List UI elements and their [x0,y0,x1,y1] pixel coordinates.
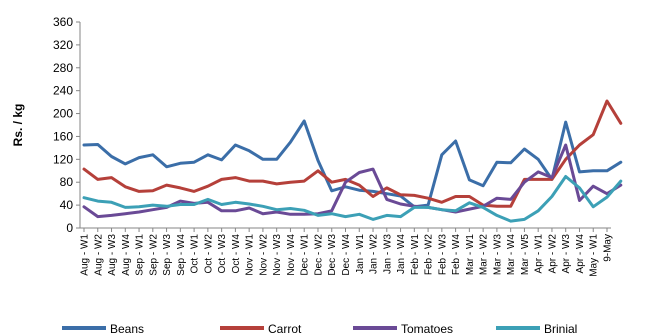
x-tick-label: Nov - W2 [258,234,269,276]
x-tick-label: Dec - W1 [300,234,311,276]
x-tick-label: May - W1 [589,234,600,277]
y-axis: 0 40 80 120 160 200 240 280 320 360 [53,15,81,235]
x-tick-label: Sep - W3 [162,234,173,276]
x-tick-label: Mar - W3 [492,234,503,276]
y-tick-label: 80 [60,175,74,189]
series-line-beans [82,119,623,209]
x-axis: Aug - W1 Aug - W2 Aug - W3 Aug - W4 Sep - W1… [80,227,614,277]
x-tick-label: Dec - W3 [327,234,338,276]
x-tick-label: Apr - W3 [561,234,572,274]
x-tick-label: Mar - W4 [506,234,517,276]
x-tick-label: Aug - W3 [107,234,118,276]
x-tick-label: Dec - W2 [313,234,324,276]
x-tick-label: Aug - W1 [80,234,91,276]
x-tick-label: Apr - W1 [534,234,545,274]
y-tick-label: 360 [53,15,73,29]
series-layer [82,99,623,223]
x-tick-label: Nov - W3 [272,234,283,276]
series-line-brinjal [82,175,623,223]
x-tick-label: Sep - W2 [148,234,159,276]
x-tick-label: Oct - W1 [190,234,201,274]
x-tick-label: Aug - W2 [93,234,104,276]
x-tick-label: Feb - W4 [451,234,462,276]
x-tick-label: Mar - W1 [465,234,476,276]
y-tick-label: 240 [53,84,73,98]
x-tick-label: Feb - W2 [424,234,435,276]
legend-label-tomatoes: Tomatoes [401,322,453,333]
y-tick-label: 160 [53,129,73,143]
y-tick-label: 0 [66,221,73,235]
x-tick-label: Sep - W1 [135,234,146,276]
x-tick-label: Jan - W4 [396,234,407,274]
x-tick-label: Oct - W3 [217,234,228,274]
x-tick-label: Nov - W4 [286,234,297,276]
y-axis-label: Rs. / kg [11,104,25,147]
x-tick-label: Sep - W4 [176,234,187,276]
y-tick-label: 40 [60,198,74,212]
x-tick-label: Jan - W3 [382,234,393,274]
x-tick-label: 9-May [603,234,614,262]
x-tick-label: Apr - W4 [575,234,586,274]
x-tick-label: Jan - W1 [355,234,366,274]
legend-label-brinjal: Brinjal [544,322,577,333]
x-tick-label: Feb - W1 [410,234,421,276]
x-tick-label: Aug - W4 [121,234,132,276]
y-tick-label: 120 [53,152,73,166]
y-tick-label: 320 [53,38,73,52]
x-tick-label: Mar - W5 [520,234,531,276]
series-line-carrot [82,99,623,208]
legend: Beans Carrot Tomatoes Brinjal [62,322,577,333]
legend-label-beans: Beans [110,322,144,333]
x-tick-label: Apr - W2 [547,234,558,274]
y-tick-label: 280 [53,61,73,75]
x-tick-label: Dec - W4 [341,234,352,276]
x-tick-label: Nov - W1 [245,234,256,276]
x-tick-label: Feb - W3 [437,234,448,276]
x-tick-label: Oct - W4 [231,234,242,274]
legend-label-carrot: Carrot [268,322,302,333]
x-tick-label: Oct - W2 [203,234,214,274]
x-tick-label: Mar - W2 [479,234,490,276]
y-tick-label: 200 [53,107,73,121]
x-tick-label: Jan - W2 [369,234,380,274]
